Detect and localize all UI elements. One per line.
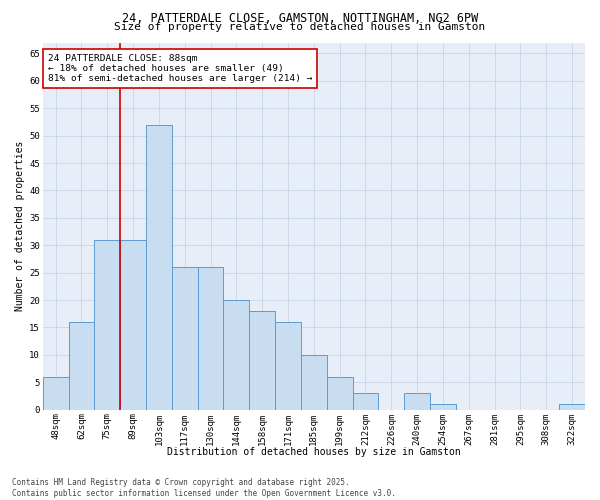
Bar xyxy=(146,124,172,410)
Bar xyxy=(43,377,68,410)
Bar xyxy=(327,377,353,410)
Text: 24 PATTERDALE CLOSE: 88sqm
← 18% of detached houses are smaller (49)
81% of semi: 24 PATTERDALE CLOSE: 88sqm ← 18% of deta… xyxy=(48,54,313,84)
Bar xyxy=(223,300,249,410)
Bar xyxy=(68,322,94,410)
Bar xyxy=(172,267,197,410)
Bar xyxy=(120,240,146,410)
Bar xyxy=(559,404,585,409)
Bar xyxy=(275,322,301,410)
X-axis label: Distribution of detached houses by size in Gamston: Distribution of detached houses by size … xyxy=(167,448,461,458)
Text: Size of property relative to detached houses in Gamston: Size of property relative to detached ho… xyxy=(115,22,485,32)
Bar xyxy=(301,355,327,410)
Bar xyxy=(197,267,223,410)
Bar xyxy=(404,394,430,409)
Text: 24, PATTERDALE CLOSE, GAMSTON, NOTTINGHAM, NG2 6PW: 24, PATTERDALE CLOSE, GAMSTON, NOTTINGHA… xyxy=(122,12,478,26)
Y-axis label: Number of detached properties: Number of detached properties xyxy=(15,141,25,312)
Bar xyxy=(353,394,379,409)
Bar xyxy=(94,240,120,410)
Bar xyxy=(430,404,456,409)
Text: Contains HM Land Registry data © Crown copyright and database right 2025.
Contai: Contains HM Land Registry data © Crown c… xyxy=(12,478,396,498)
Bar xyxy=(249,311,275,410)
